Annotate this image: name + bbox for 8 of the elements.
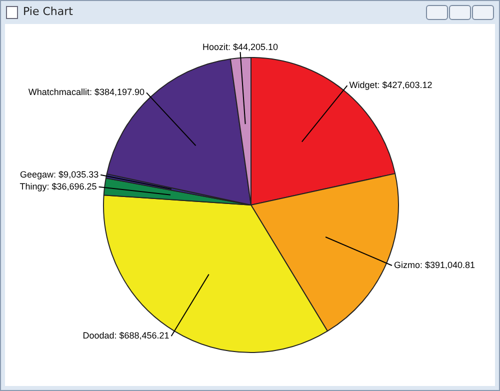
slice-label: Gizmo: $391,040.81 — [394, 260, 476, 270]
slice-label: Geegaw: $9,035.33 — [20, 169, 99, 180]
slice-label: Thingy: $36,696.25 — [20, 181, 97, 192]
slice-label: Hoozit: $44,205.10 — [202, 42, 278, 52]
slice-label: Whatchmacallit: $384,197.90 — [28, 87, 145, 98]
slice-label: Doodad: $688,456.21 — [82, 330, 170, 341]
slice-label: Widget: $427,603.12 — [349, 80, 432, 90]
chart-title: Pie Chart — [23, 5, 73, 18]
